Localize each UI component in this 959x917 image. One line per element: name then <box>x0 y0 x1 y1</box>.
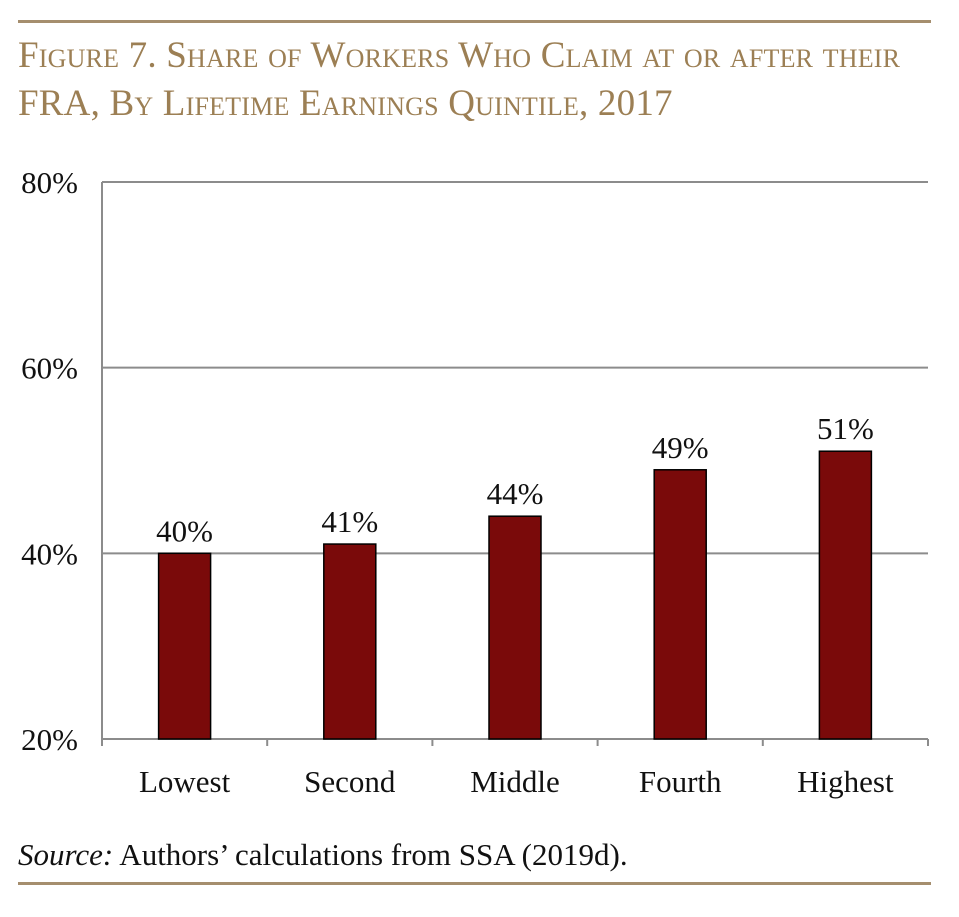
y-tick-label-0: 20% <box>21 722 78 757</box>
data-label-lowest: 40% <box>156 513 213 548</box>
x-tick-label-middle: Middle <box>470 764 560 799</box>
source-label: Source: <box>18 837 114 872</box>
bar-fourth <box>653 469 707 740</box>
data-label-fourth: 49% <box>652 430 709 465</box>
source-note: Source: Authors’ calculations from SSA (… <box>18 835 628 875</box>
data-label-highest: 51% <box>817 411 874 446</box>
y-tick-label-3: 80% <box>21 165 78 200</box>
bar-lowest <box>157 552 212 740</box>
data-label-middle: 44% <box>487 476 544 511</box>
bottom-rule <box>18 882 931 885</box>
y-tick-label-1: 40% <box>21 536 78 571</box>
source-text: Authors’ calculations from SSA (2019d). <box>113 837 628 872</box>
bar-highest <box>818 450 873 740</box>
x-tick-label-highest: Highest <box>797 764 894 799</box>
x-tick-label-fourth: Fourth <box>639 764 722 799</box>
figure-title: Figure 7. Share of Workers Who Claim at … <box>18 35 901 124</box>
data-label-second: 41% <box>321 504 378 539</box>
x-tick-label-lowest: Lowest <box>139 764 231 799</box>
top-rule <box>18 20 931 23</box>
y-tick-label-2: 60% <box>21 351 78 386</box>
bar-middle <box>488 515 542 740</box>
x-tick-label-second: Second <box>304 764 396 799</box>
bar-second <box>323 543 377 740</box>
